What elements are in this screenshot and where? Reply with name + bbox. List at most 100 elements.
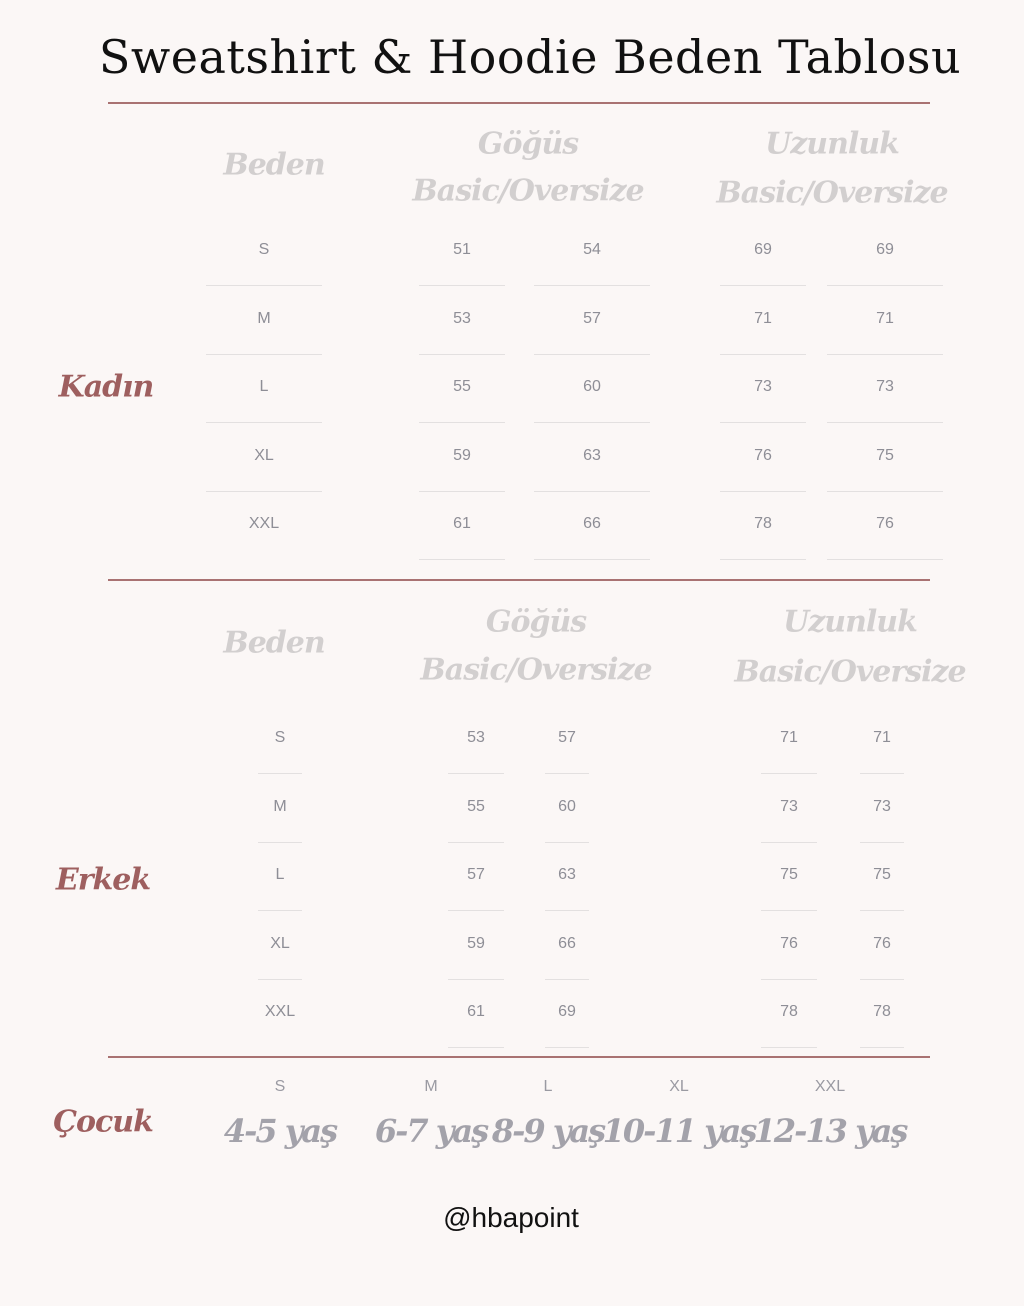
child-size: S <box>274 1078 286 1095</box>
section-label-cocuk: Çocuk <box>53 1104 154 1140</box>
cell-gogus-basic: 59 <box>453 446 471 464</box>
header-uzunluk: Uzunluk <box>783 604 918 640</box>
cell-gogus-basic: 61 <box>467 1003 485 1020</box>
cell-gogus-oversize: 57 <box>558 729 576 746</box>
cell-gogus-oversize: 69 <box>558 1003 576 1020</box>
row-separator <box>720 559 806 560</box>
row-separator <box>206 422 322 423</box>
row-separator <box>534 353 650 355</box>
child-age: 6-7 yaş <box>374 1112 489 1150</box>
header-gogus-sub: Basic/Oversize <box>412 173 644 209</box>
row-separator <box>419 353 505 355</box>
cell-gogus-oversize: 63 <box>558 866 576 883</box>
divider <box>108 102 930 104</box>
row-separator <box>860 1047 904 1048</box>
cell-uzunluk-oversize: 76 <box>873 934 891 952</box>
header-beden: Beden <box>223 625 325 661</box>
row-separator <box>419 422 505 423</box>
row-separator <box>761 910 817 911</box>
section-label-erkek: Erkek <box>55 862 151 898</box>
row-separator <box>827 559 943 560</box>
row-separator <box>827 490 943 492</box>
row-separator <box>448 1047 504 1048</box>
row-separator <box>860 910 904 911</box>
cell-gogus-oversize: 54 <box>583 241 601 258</box>
row-separator <box>761 978 817 980</box>
row-separator <box>258 910 302 911</box>
cell-uzunluk-oversize: 75 <box>873 866 891 883</box>
cell-uzunluk-oversize: 69 <box>876 241 894 258</box>
row-separator <box>448 978 504 980</box>
header-uzunluk-sub: Basic/Oversize <box>734 654 966 690</box>
cell-uzunluk-basic: 71 <box>754 309 772 327</box>
row-separator <box>258 773 302 774</box>
child-size: M <box>424 1078 438 1095</box>
row-separator <box>860 978 904 980</box>
page-title: Sweatshirt & Hoodie Beden Tablosu <box>98 30 962 84</box>
row-separator <box>761 773 817 774</box>
row-separator <box>761 1047 817 1048</box>
cell-size: XXL <box>264 1003 296 1020</box>
row-separator <box>258 841 302 843</box>
row-separator <box>534 559 650 560</box>
cell-uzunluk-oversize: 73 <box>873 797 891 815</box>
row-separator <box>206 490 322 492</box>
row-separator <box>448 910 504 911</box>
cell-gogus-oversize: 57 <box>583 309 601 327</box>
row-separator <box>206 353 322 355</box>
cell-uzunluk-oversize: 76 <box>876 515 894 532</box>
row-separator <box>534 285 650 286</box>
cell-uzunluk-oversize: 71 <box>876 309 894 327</box>
cell-uzunluk-basic: 76 <box>780 934 798 952</box>
cell-size: M <box>257 309 271 327</box>
header-gogus: Göğüs <box>485 604 587 640</box>
header-uzunluk-sub: Basic/Oversize <box>716 175 948 211</box>
section-label-kadin: Kadın <box>58 369 155 405</box>
row-separator <box>545 910 589 911</box>
footer-handle: @hbapoint <box>443 1202 579 1233</box>
child-size: L <box>543 1078 553 1095</box>
cell-gogus-basic: 55 <box>467 797 485 815</box>
cell-gogus-basic: 51 <box>453 241 471 258</box>
cell-size: S <box>274 729 286 746</box>
cell-gogus-oversize: 63 <box>583 446 601 464</box>
row-separator <box>827 285 943 286</box>
cell-uzunluk-oversize: 78 <box>873 1003 891 1020</box>
header-gogus: Göğüs <box>477 126 579 162</box>
row-separator <box>448 841 504 843</box>
cell-uzunluk-basic: 73 <box>780 797 798 815</box>
cell-gogus-basic: 59 <box>467 934 485 952</box>
row-separator <box>534 422 650 423</box>
header-gogus-sub: Basic/Oversize <box>420 652 652 688</box>
cell-uzunluk-oversize: 73 <box>876 378 894 395</box>
divider <box>108 579 930 581</box>
cell-size: XXL <box>248 515 280 532</box>
child-size: XXL <box>814 1078 846 1095</box>
cell-uzunluk-oversize: 71 <box>873 729 891 746</box>
row-separator <box>545 841 589 843</box>
cell-size: M <box>273 797 287 815</box>
cell-size: L <box>259 378 269 395</box>
row-separator <box>419 285 505 286</box>
cell-gogus-basic: 61 <box>453 515 471 532</box>
row-separator <box>545 1047 589 1048</box>
row-separator <box>827 353 943 355</box>
cell-gogus-basic: 57 <box>467 866 485 883</box>
cell-size: S <box>258 241 270 258</box>
cell-uzunluk-oversize: 75 <box>876 446 894 464</box>
header-beden: Beden <box>223 147 325 183</box>
cell-gogus-oversize: 60 <box>558 797 576 815</box>
row-separator <box>545 978 589 980</box>
cell-size: L <box>275 866 285 883</box>
row-separator <box>206 285 322 286</box>
cell-size: XL <box>270 934 290 952</box>
child-age: 12-13 yaş <box>753 1112 909 1150</box>
cell-uzunluk-basic: 78 <box>754 515 772 532</box>
cell-gogus-oversize: 60 <box>583 378 601 395</box>
row-separator <box>720 490 806 492</box>
header-uzunluk: Uzunluk <box>765 126 900 162</box>
cell-uzunluk-basic: 75 <box>780 866 798 883</box>
cell-gogus-basic: 55 <box>453 378 471 395</box>
child-size: XL <box>669 1078 689 1095</box>
child-age: 8-9 yaş <box>491 1112 606 1150</box>
